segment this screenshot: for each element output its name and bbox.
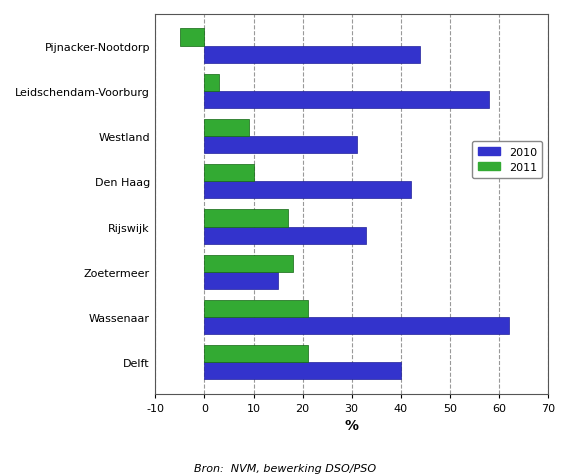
Bar	[205, 137, 357, 154]
Bar	[205, 119, 249, 137]
Bar	[205, 92, 489, 109]
Bar	[205, 75, 219, 92]
Bar	[205, 165, 254, 182]
Bar	[205, 272, 278, 289]
Bar	[205, 317, 508, 335]
Bar	[205, 182, 410, 199]
Bar	[205, 47, 420, 64]
Bar	[205, 210, 288, 227]
Bar	[205, 255, 293, 272]
Bar	[205, 362, 401, 379]
Legend: 2010, 2011: 2010, 2011	[472, 142, 543, 178]
Bar	[205, 345, 308, 362]
Bar	[180, 30, 205, 47]
Text: Bron:  NVM, bewerking DSO/PSO: Bron: NVM, bewerking DSO/PSO	[194, 463, 376, 473]
Bar	[205, 227, 367, 244]
X-axis label: %: %	[345, 418, 359, 433]
Bar	[205, 300, 308, 317]
